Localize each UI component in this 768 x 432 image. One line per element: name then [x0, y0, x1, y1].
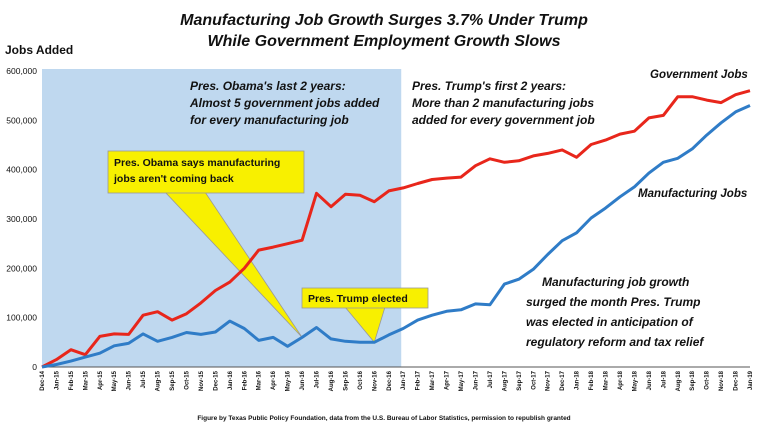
obama-box-line-3: for every manufacturing job	[190, 113, 349, 127]
x-tick-label: Jun-16	[300, 370, 306, 390]
x-tick-label: Feb-15	[69, 370, 75, 390]
x-tick-label: Oct-15	[184, 370, 190, 389]
x-tick-label: Jul-15	[141, 370, 147, 388]
x-tick-label: Sep-15	[170, 370, 176, 390]
trump-box-line-1: Pres. Trump's first 2 years:	[412, 79, 566, 93]
x-tick-label: Aug-16	[329, 370, 335, 391]
growth-note-line-4: regulatory reform and tax relief	[526, 335, 704, 349]
x-tick-label: Mar-17	[430, 370, 436, 390]
x-tick-label: Jul-16	[315, 370, 321, 388]
x-tick-label: Aug-17	[502, 370, 508, 391]
x-tick-label: Jan-17	[401, 370, 407, 390]
x-tick-label: Feb-17	[416, 370, 422, 390]
x-tick-label: May-17	[459, 370, 465, 391]
trump-box-line-2: More than 2 manufacturing jobs	[412, 96, 594, 110]
y-tick-label: 600,000	[6, 66, 37, 76]
x-tick-label: Sep-18	[690, 370, 696, 390]
y-tick-label: 500,000	[6, 115, 37, 125]
x-tick-label: May-16	[286, 370, 292, 391]
y-tick-label: 0	[32, 362, 37, 372]
x-tick-label: Jun-17	[473, 370, 479, 390]
x-tick-label: Jun-15	[127, 370, 133, 390]
chart-title-line-1: Manufacturing Job Growth Surges 3.7% Und…	[180, 12, 588, 29]
y-tick-label: 100,000	[6, 313, 37, 323]
x-tick-label: Aug-15	[156, 370, 162, 391]
obama-callout-box	[107, 150, 305, 194]
x-tick-label: May-18	[632, 370, 638, 391]
y-tick-label: 400,000	[6, 165, 37, 175]
obama-box-line-2: Almost 5 government jobs added	[189, 96, 380, 110]
x-tick-label: Dec-16	[387, 370, 393, 390]
x-tick-label: Jan-18	[575, 370, 581, 390]
x-tick-label: Dec-18	[734, 370, 740, 390]
x-tick-label: Mar-16	[257, 370, 263, 390]
x-tick-label: Sep-16	[343, 370, 349, 390]
x-tick-label: Aug-18	[676, 370, 682, 391]
x-tick-label: Feb-18	[589, 370, 595, 390]
y-tick-label: 200,000	[6, 263, 37, 273]
chart-title-line-2: While Government Employment Growth Slows	[208, 33, 561, 50]
x-tick-label: Dec-17	[560, 370, 566, 390]
trump-callout-text: Pres. Trump elected	[308, 293, 408, 305]
obama-box-line-1: Pres. Obama's last 2 years:	[190, 79, 346, 93]
series-label-manufacturing-jobs: Manufacturing Jobs	[638, 188, 747, 200]
x-tick-label: Oct-17	[531, 370, 537, 389]
x-tick-label: Jan-16	[228, 370, 234, 390]
source-note: Figure by Texas Public Policy Foundation…	[197, 415, 570, 422]
x-tick-label: Apr-15	[98, 370, 104, 390]
growth-note-line-3: was elected in anticipation of	[526, 315, 694, 329]
x-tick-label: Jan-15	[54, 370, 60, 390]
x-tick-label: Apr-16	[271, 370, 277, 390]
y-axis-label: Jobs Added	[5, 43, 73, 57]
growth-note-line-2: surged the month Pres. Trump	[526, 295, 700, 309]
x-tick-label: Nov-17	[546, 370, 552, 391]
x-tick-label: Apr-18	[618, 370, 624, 390]
x-tick-label: Apr-17	[445, 370, 451, 390]
x-tick-label: Mar-15	[83, 370, 89, 390]
x-tick-label: Nov-15	[199, 370, 205, 391]
x-tick-label: Mar-18	[604, 370, 610, 390]
x-tick-label: Oct-16	[358, 370, 364, 389]
obama-callout-line-1: Pres. Obama says manufacturing	[114, 157, 280, 169]
trump-callout-box	[301, 287, 429, 309]
x-tick-label: Oct-18	[705, 370, 711, 389]
x-tick-label: Jul-18	[661, 370, 667, 388]
x-tick-label: Sep-17	[517, 370, 523, 390]
obama-callout-line-2: jobs aren't coming back	[113, 173, 234, 185]
x-tick-label: Dec-15	[213, 370, 219, 390]
x-tick-label: Feb-16	[242, 370, 248, 390]
series-line-manufacturing-jobs	[41, 104, 751, 369]
y-tick-label: 300,000	[6, 214, 37, 224]
x-tick-label: Jun-18	[647, 370, 653, 390]
trump-box-line-3: added for every government job	[412, 113, 595, 127]
x-tick-label: Nov-16	[372, 370, 378, 391]
x-tick-label: Jan-19	[748, 370, 754, 390]
series-line-government-jobs	[41, 89, 751, 369]
x-tick-label: Nov-18	[719, 370, 725, 391]
growth-note-line-1: Manufacturing job growth	[542, 275, 689, 289]
x-tick-label: Jul-17	[488, 370, 494, 388]
x-tick-label: May-15	[112, 370, 118, 391]
x-tick-label: Dec-14	[40, 370, 46, 390]
series-label-government-jobs: Government Jobs	[650, 69, 748, 81]
